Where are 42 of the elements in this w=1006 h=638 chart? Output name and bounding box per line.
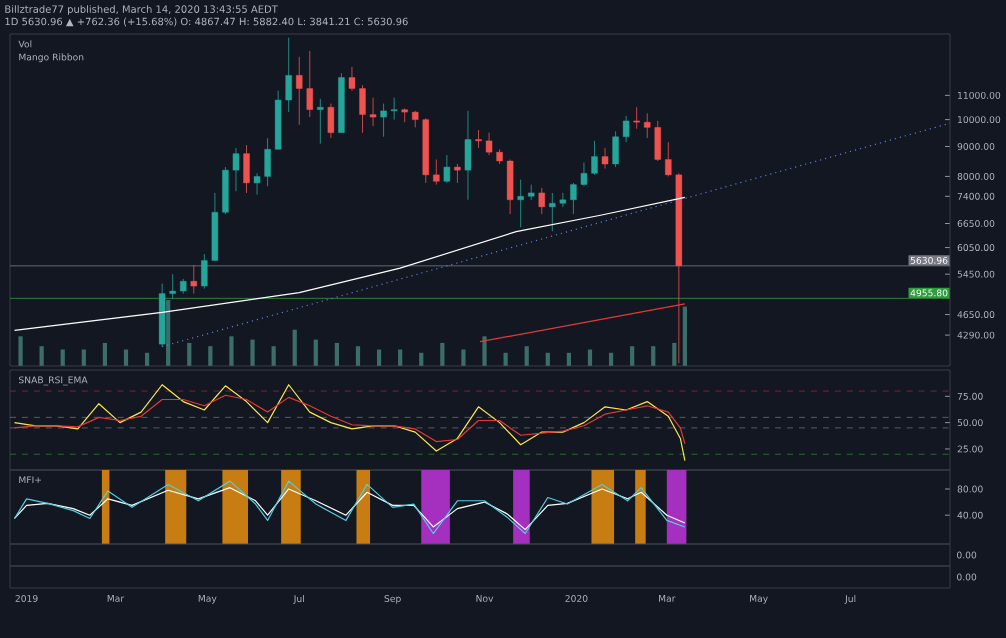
bar [334, 342, 339, 366]
bar [187, 342, 192, 366]
bar [271, 346, 276, 366]
candlestick [317, 98, 324, 145]
bar [398, 349, 403, 366]
bar [682, 306, 687, 366]
bar [651, 346, 656, 366]
bar [60, 349, 65, 366]
bar [440, 342, 445, 366]
line-series [13, 394, 686, 445]
candlestick [464, 110, 472, 201]
line-series [13, 196, 686, 331]
bar [208, 346, 213, 366]
candlestick [538, 187, 545, 215]
bar [39, 346, 44, 366]
bar [587, 349, 593, 366]
line-series [13, 384, 686, 462]
bar [630, 346, 635, 366]
candlestick [327, 103, 335, 139]
candlestick [243, 144, 250, 194]
candlestick [601, 147, 609, 169]
bar [229, 336, 234, 366]
candlestick [633, 106, 640, 130]
bar [250, 339, 255, 366]
candlestick [401, 108, 408, 123]
bar [482, 336, 487, 366]
bar [102, 342, 108, 366]
bar [355, 346, 361, 366]
bar [524, 346, 529, 366]
bar [672, 342, 677, 366]
bar [313, 339, 318, 366]
candlestick [190, 264, 197, 294]
bar [123, 349, 129, 366]
candlestick [433, 159, 440, 185]
candlestick [517, 179, 524, 228]
candlestick [443, 154, 451, 184]
bar [292, 329, 297, 366]
bar [81, 349, 86, 366]
candlestick [454, 163, 461, 184]
bar [461, 349, 466, 366]
bar [18, 336, 23, 366]
bar [376, 349, 382, 366]
